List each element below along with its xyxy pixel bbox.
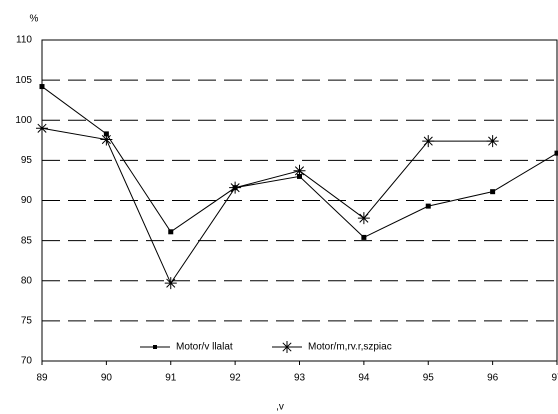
y-tick-label: 110 [16,35,32,46]
point [39,84,45,90]
y-tick-label: 95 [21,155,33,166]
x-tick-label: 97 [551,373,558,384]
legend-marker [153,345,157,349]
x-tick-label: 91 [165,373,177,384]
point [490,189,496,195]
point [425,203,431,209]
point [361,234,367,240]
x-tick-label: 90 [101,373,113,384]
point [100,133,113,146]
x-tick-label: 89 [36,373,48,384]
series-line [41,127,493,285]
y-tick-label: 105 [15,75,32,86]
y-tick-label: 70 [21,356,33,367]
x-tick-label: 96 [487,373,499,384]
point [293,164,306,177]
x-tick-label: 92 [230,373,242,384]
legend-label: Motor/m,rv.r,szpiac [308,342,392,353]
y-axis-label: % [30,14,39,25]
point [229,181,242,194]
y-tick-label: 90 [21,195,33,206]
x-axis-label: ,v [276,402,284,413]
y-tick-label: 100 [15,115,32,126]
y-tick-label: 80 [21,275,33,286]
x-tick-label: 94 [358,373,370,384]
point [554,150,558,156]
legend-label: Motor/v llalat [176,342,233,353]
legend-marker [281,341,293,353]
point [357,212,370,225]
point [164,277,177,290]
point [168,229,174,235]
x-tick-label: 93 [294,373,306,384]
x-tick-label: 95 [423,373,435,384]
y-tick-label: 85 [21,235,33,246]
plot-frame [41,39,558,362]
point [422,135,435,148]
y-tick-label: 75 [21,316,33,327]
point [36,122,48,135]
point [486,135,499,148]
